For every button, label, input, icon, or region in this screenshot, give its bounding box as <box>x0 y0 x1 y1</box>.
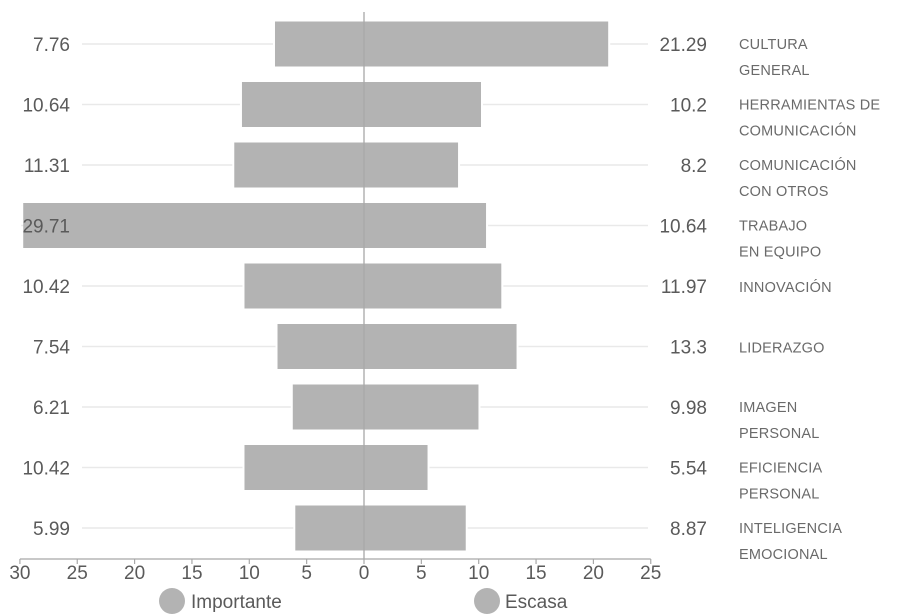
value-label-escasa: 8.2 <box>681 156 707 177</box>
bar-escasa <box>364 324 517 369</box>
bar-importante <box>274 21 364 67</box>
x-tick-label: 20 <box>124 563 145 584</box>
value-label-importante: 10.42 <box>22 277 70 298</box>
guide-lines <box>21 43 648 529</box>
x-tick-label: 20 <box>583 563 604 584</box>
bar-escasa <box>364 263 502 309</box>
category-label: LIDERAZGO <box>739 341 825 357</box>
x-tick-label: 30 <box>9 563 30 584</box>
value-label-importante: 10.42 <box>22 459 70 480</box>
x-axis: 30 25 20 15 10 5 0 5 10 15 20 25 <box>9 558 661 584</box>
bar-importante <box>244 263 364 309</box>
bar-escasa <box>364 21 609 67</box>
x-tick-label: 15 <box>525 563 546 584</box>
x-tick-label: 25 <box>67 563 88 584</box>
category-labels: CULTURA GENERAL HERRAMIENTAS DE COMUNICACIÓ… <box>739 37 880 563</box>
value-label-importante: 7.54 <box>33 338 70 359</box>
bar-importante <box>292 384 364 430</box>
category-label: IMAGEN PERSONAL <box>739 400 820 442</box>
legend-swatch-escasa <box>474 588 500 614</box>
legend-swatch-importante <box>159 588 185 614</box>
bar-escasa <box>364 384 479 430</box>
legend: Importante Escasa <box>159 588 568 614</box>
category-label: COMUNICACIÓN CON OTROS <box>739 157 857 200</box>
value-label-escasa: 10.64 <box>659 217 707 238</box>
x-tick-label: 10 <box>239 563 260 584</box>
right-value-labels: 21.29 10.2 8.2 10.64 11.97 13.3 9.98 5.54 8.87 <box>659 35 707 540</box>
bar-escasa <box>364 82 481 127</box>
bar-importante <box>277 324 364 369</box>
x-tick-label: 10 <box>468 563 489 584</box>
category-label: INTELIGENCIA EMOCIONAL <box>739 521 842 563</box>
bar-escasa <box>364 505 466 551</box>
bar-importante <box>234 142 364 188</box>
bar-escasa <box>364 445 428 490</box>
left-value-labels: 7.76 10.64 11.31 29.71 10.42 7.54 6.21 10.42 5.9… <box>22 35 70 540</box>
value-label-importante: 7.76 <box>33 35 70 56</box>
value-label-importante: 10.64 <box>22 96 70 117</box>
bar-importante <box>241 82 364 127</box>
legend-label-importante: Importante <box>191 592 282 613</box>
value-label-escasa: 21.29 <box>659 35 707 56</box>
value-label-escasa: 9.98 <box>670 398 707 419</box>
value-label-escasa: 13.3 <box>670 338 707 359</box>
value-label-escasa: 8.87 <box>670 519 707 540</box>
bar-escasa <box>364 203 487 248</box>
value-label-importante: 6.21 <box>33 398 70 419</box>
category-label: EFICIENCIA PERSONAL <box>739 461 822 503</box>
category-label: INNOVACIÓN <box>739 279 832 296</box>
x-tick-label: 15 <box>181 563 202 584</box>
value-label-escasa: 11.97 <box>661 277 707 298</box>
bar-importante <box>295 505 364 551</box>
value-label-importante: 29.71 <box>22 217 70 238</box>
bar-importante <box>23 203 365 248</box>
category-label: HERRAMIENTAS DE COMUNICACIÓN <box>739 98 880 140</box>
value-label-importante: 11.31 <box>24 156 70 177</box>
category-label: TRABAJO EN EQUIPO <box>739 219 821 261</box>
bar-importante <box>244 445 364 490</box>
value-label-importante: 5.99 <box>33 519 70 540</box>
value-label-escasa: 10.2 <box>670 96 707 117</box>
x-tick-label: 0 <box>359 563 370 584</box>
legend-label-escasa: Escasa <box>505 592 568 613</box>
value-label-escasa: 5.54 <box>670 459 707 480</box>
x-tick-label: 25 <box>640 563 661 584</box>
category-label: CULTURA GENERAL <box>739 37 810 79</box>
x-tick-label: 5 <box>416 563 427 584</box>
x-tick-label: 5 <box>301 563 312 584</box>
bar-escasa <box>364 142 459 188</box>
bars <box>23 21 609 551</box>
